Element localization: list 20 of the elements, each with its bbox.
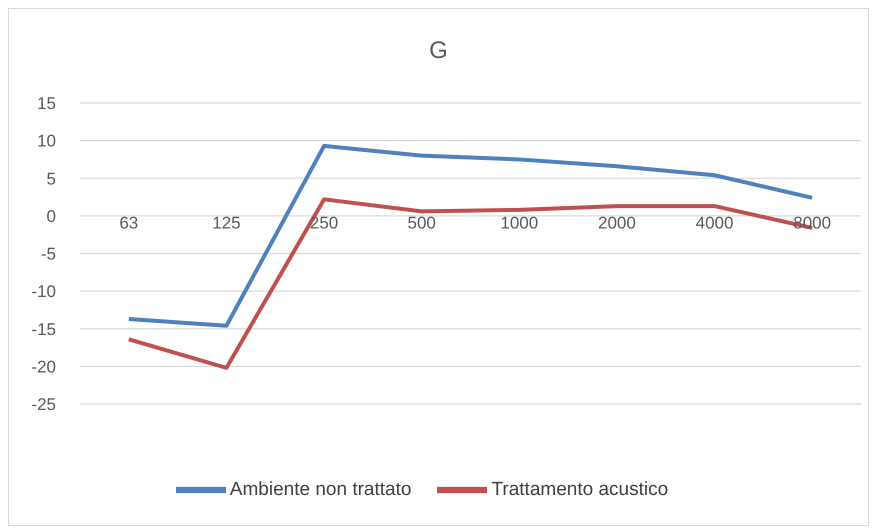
- x-tick-label: 8000: [793, 214, 832, 233]
- chart-title: G: [428, 37, 449, 65]
- x-tick-label: 4000: [696, 214, 734, 233]
- y-tick-label: -20: [31, 357, 56, 376]
- y-tick-label: -15: [31, 320, 56, 339]
- x-tick-label: 2000: [598, 214, 636, 233]
- y-tick-label: 10: [37, 132, 56, 151]
- legend-label: Trattamento acustico: [491, 479, 668, 500]
- y-tick-label: 0: [46, 206, 56, 226]
- x-tick-label: 500: [408, 214, 436, 233]
- y-tick-label: 5: [46, 169, 56, 188]
- x-tick-label: 1000: [500, 214, 538, 233]
- x-tick-label: 125: [212, 214, 241, 233]
- x-tick-label: 63: [119, 214, 138, 233]
- y-tick-label: -25: [31, 395, 56, 414]
- y-tick-label: -10: [31, 282, 56, 302]
- x-tick-label: 250: [310, 214, 338, 233]
- legend-label: Ambiente non trattato: [230, 479, 412, 500]
- y-tick-label: -5: [40, 244, 56, 264]
- y-tick-label: 15: [37, 94, 56, 114]
